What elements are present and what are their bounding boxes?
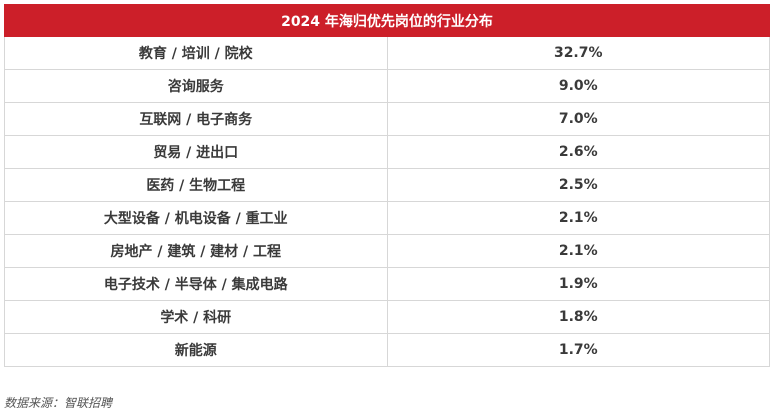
table-row: 咨询服务 9.0% (4, 69, 770, 103)
industry-cell: 大型设备 / 机电设备 / 重工业 (4, 201, 388, 235)
table-title: 2024 年海归优先岗位的行业分布 (4, 4, 770, 37)
table-row: 互联网 / 电子商务 7.0% (4, 102, 770, 136)
industry-cell: 电子技术 / 半导体 / 集成电路 (4, 267, 388, 301)
industry-cell: 房地产 / 建筑 / 建材 / 工程 (4, 234, 388, 268)
table-row: 学术 / 科研 1.8% (4, 300, 770, 334)
share-cell: 2.1% (386, 201, 770, 235)
share-cell: 9.0% (386, 69, 770, 103)
table-header-row: 2024 年海归优先岗位的行业分布 (4, 4, 770, 37)
share-cell: 1.7% (386, 333, 770, 367)
table-row: 教育 / 培训 / 院校 32.7% (4, 36, 770, 70)
share-cell: 7.0% (386, 102, 770, 136)
industry-cell: 贸易 / 进出口 (4, 135, 388, 169)
share-cell: 2.6% (386, 135, 770, 169)
table-row: 房地产 / 建筑 / 建材 / 工程 2.1% (4, 234, 770, 268)
data-source-note: 数据来源：智联招聘 (4, 396, 113, 410)
share-cell: 2.1% (386, 234, 770, 268)
industry-cell: 新能源 (4, 333, 388, 367)
table-row: 贸易 / 进出口 2.6% (4, 135, 770, 169)
industry-cell: 咨询服务 (4, 69, 388, 103)
industry-distribution-table: 2024 年海归优先岗位的行业分布 教育 / 培训 / 院校 32.7% 咨询服… (4, 4, 770, 367)
table-row: 大型设备 / 机电设备 / 重工业 2.1% (4, 201, 770, 235)
industry-cell: 学术 / 科研 (4, 300, 388, 334)
share-cell: 1.9% (386, 267, 770, 301)
table-row: 电子技术 / 半导体 / 集成电路 1.9% (4, 267, 770, 301)
industry-distribution-table-container: 2024 年海归优先岗位的行业分布 教育 / 培训 / 院校 32.7% 咨询服… (4, 4, 770, 367)
share-cell: 32.7% (386, 36, 770, 70)
industry-cell: 医药 / 生物工程 (4, 168, 388, 202)
table-row: 医药 / 生物工程 2.5% (4, 168, 770, 202)
table-row: 新能源 1.7% (4, 333, 770, 367)
industry-cell: 教育 / 培训 / 院校 (4, 36, 388, 70)
industry-cell: 互联网 / 电子商务 (4, 102, 388, 136)
share-cell: 2.5% (386, 168, 770, 202)
share-cell: 1.8% (386, 300, 770, 334)
